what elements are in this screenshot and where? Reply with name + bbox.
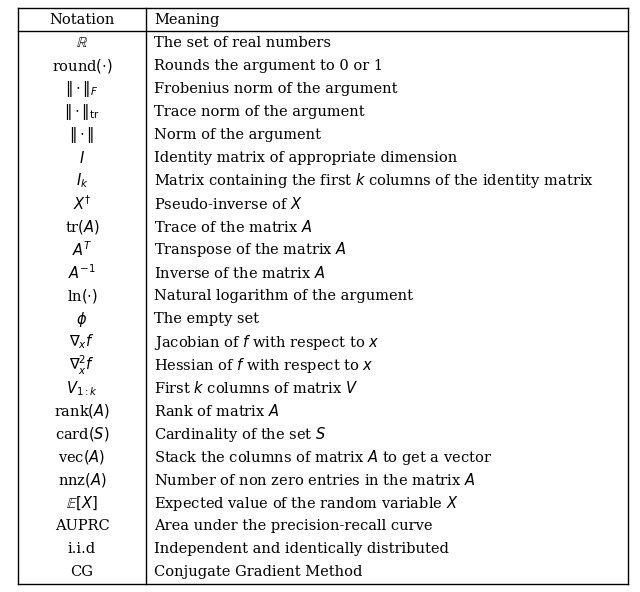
Text: $\nabla_x f$: $\nabla_x f$ (69, 333, 95, 352)
Text: Norm of the argument: Norm of the argument (154, 128, 321, 141)
Text: card$(S)$: card$(S)$ (54, 425, 109, 443)
Text: Area under the precision-recall curve: Area under the precision-recall curve (154, 519, 433, 533)
Text: Number of non zero entries in the matrix $A$: Number of non zero entries in the matrix… (154, 472, 476, 488)
Text: Trace of the matrix $A$: Trace of the matrix $A$ (154, 219, 312, 235)
Text: First $k$ columns of matrix $V$: First $k$ columns of matrix $V$ (154, 380, 358, 396)
Text: AUPRC: AUPRC (54, 519, 109, 533)
Text: $\nabla_x^2 f$: $\nabla_x^2 f$ (69, 353, 95, 377)
Text: Jacobian of $f$ with respect to $x$: Jacobian of $f$ with respect to $x$ (154, 333, 380, 352)
Text: Matrix containing the first $k$ columns of the identity matrix: Matrix containing the first $k$ columns … (154, 171, 594, 190)
Text: $\mathbb{E}[X]$: $\mathbb{E}[X]$ (66, 495, 98, 512)
Text: tr$(A)$: tr$(A)$ (65, 218, 99, 236)
Text: $\|\cdot\|$: $\|\cdot\|$ (69, 125, 95, 144)
Text: Trace norm of the argument: Trace norm of the argument (154, 105, 365, 118)
Text: $I$: $I$ (79, 150, 85, 166)
Text: $\mathbb{R}$: $\mathbb{R}$ (76, 36, 88, 50)
Text: CG: CG (70, 565, 93, 580)
Text: $A^T$: $A^T$ (72, 240, 92, 259)
Text: round$(\cdot)$: round$(\cdot)$ (52, 57, 113, 75)
Text: Meaning: Meaning (154, 12, 220, 27)
Text: Stack the columns of matrix $A$ to get a vector: Stack the columns of matrix $A$ to get a… (154, 448, 492, 466)
Text: $\|\cdot\|_F$: $\|\cdot\|_F$ (65, 79, 99, 99)
Text: Cardinality of the set $S$: Cardinality of the set $S$ (154, 424, 326, 444)
Text: Expected value of the random variable $X$: Expected value of the random variable $X… (154, 494, 458, 513)
Text: Transpose of the matrix $A$: Transpose of the matrix $A$ (154, 240, 347, 259)
Text: Rounds the argument to 0 or 1: Rounds the argument to 0 or 1 (154, 59, 383, 73)
Text: Natural logarithm of the argument: Natural logarithm of the argument (154, 289, 413, 303)
Text: The empty set: The empty set (154, 312, 259, 326)
Text: ln$(\cdot)$: ln$(\cdot)$ (67, 287, 97, 305)
Text: Hessian of $f$ with respect to $x$: Hessian of $f$ with respect to $x$ (154, 356, 374, 375)
Text: Inverse of the matrix $A$: Inverse of the matrix $A$ (154, 265, 325, 281)
Text: vec$(A)$: vec$(A)$ (58, 448, 106, 466)
Text: Independent and identically distributed: Independent and identically distributed (154, 542, 449, 556)
Text: $I_k$: $I_k$ (76, 172, 88, 190)
Text: $A^{-1}$: $A^{-1}$ (68, 263, 96, 282)
Text: $V_{1:k}$: $V_{1:k}$ (66, 379, 98, 397)
Text: rank$(A)$: rank$(A)$ (54, 402, 110, 420)
Text: Pseudo-inverse of $X$: Pseudo-inverse of $X$ (154, 196, 303, 212)
Text: Identity matrix of appropriate dimension: Identity matrix of appropriate dimension (154, 151, 457, 165)
Text: $\|\cdot\|_{\mathrm{tr}}$: $\|\cdot\|_{\mathrm{tr}}$ (65, 102, 100, 122)
Text: The set of real numbers: The set of real numbers (154, 36, 331, 50)
Text: Rank of matrix $A$: Rank of matrix $A$ (154, 403, 280, 419)
Text: $X^{\dagger}$: $X^{\dagger}$ (73, 195, 92, 213)
Text: nnz$(A)$: nnz$(A)$ (58, 471, 106, 490)
Text: Conjugate Gradient Method: Conjugate Gradient Method (154, 565, 362, 580)
Text: Frobenius norm of the argument: Frobenius norm of the argument (154, 82, 397, 96)
Text: $\phi$: $\phi$ (76, 310, 88, 329)
Text: i.i.d: i.i.d (68, 542, 96, 556)
Text: Notation: Notation (49, 12, 115, 27)
